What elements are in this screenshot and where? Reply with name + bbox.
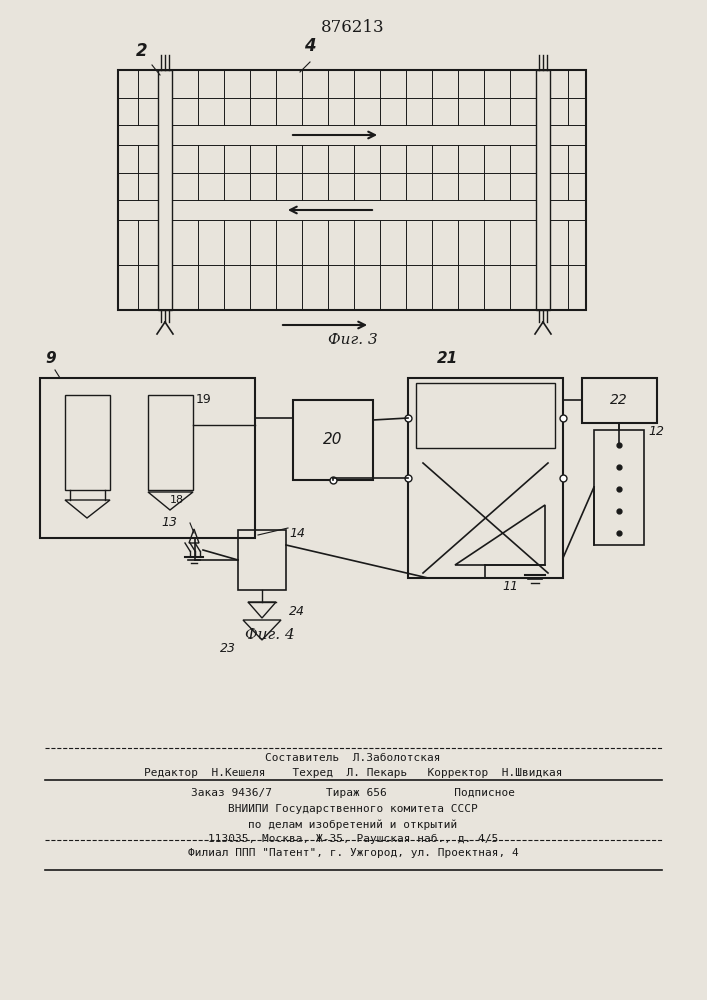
Text: 18: 18 bbox=[170, 495, 184, 505]
Text: 12: 12 bbox=[648, 425, 664, 438]
Text: 13: 13 bbox=[161, 516, 177, 530]
Text: 20: 20 bbox=[323, 432, 343, 448]
Text: 21: 21 bbox=[438, 351, 459, 366]
Text: 23: 23 bbox=[220, 642, 236, 655]
Bar bbox=[293, 400, 373, 480]
Text: Фиг. 4: Фиг. 4 bbox=[245, 628, 295, 642]
Bar bbox=[118, 70, 586, 310]
Bar bbox=[148, 395, 193, 490]
Text: 2: 2 bbox=[136, 42, 148, 60]
Bar bbox=[416, 383, 555, 448]
Text: Заказ 9436/7        Тираж 656          Подписное: Заказ 9436/7 Тираж 656 Подписное bbox=[191, 788, 515, 798]
Text: по делам изобретений и открытий: по делам изобретений и открытий bbox=[248, 819, 457, 830]
Bar bbox=[536, 70, 550, 310]
Text: Составитель  Л.Заболотская: Составитель Л.Заболотская bbox=[265, 753, 440, 763]
Text: 11: 11 bbox=[502, 580, 518, 593]
Bar bbox=[40, 378, 255, 538]
Bar bbox=[65, 395, 110, 490]
Text: 19: 19 bbox=[196, 393, 212, 406]
Bar bbox=[238, 530, 286, 590]
Bar bbox=[582, 378, 657, 423]
Text: ВНИИПИ Государственного комитета СССР: ВНИИПИ Государственного комитета СССР bbox=[228, 804, 478, 814]
Text: 4: 4 bbox=[304, 37, 316, 55]
Text: Редактор  Н.Кешеля    Техред  Л. Пекарь   Корректор  Н.Швидкая: Редактор Н.Кешеля Техред Л. Пекарь Корре… bbox=[144, 768, 562, 778]
Bar bbox=[408, 378, 563, 578]
Text: Фиг. 3: Фиг. 3 bbox=[328, 333, 378, 347]
Bar bbox=[158, 70, 172, 310]
Text: 9: 9 bbox=[45, 351, 56, 366]
Bar bbox=[594, 430, 644, 545]
Text: 24: 24 bbox=[289, 605, 305, 618]
Text: Филиал ППП "Патент", г. Ужгород, ул. Проектная, 4: Филиал ППП "Патент", г. Ужгород, ул. Про… bbox=[187, 848, 518, 858]
Text: 14: 14 bbox=[289, 527, 305, 540]
Text: 22: 22 bbox=[610, 393, 628, 407]
Text: 876213: 876213 bbox=[321, 19, 385, 36]
Text: 113035, Москва, Ж-35, Раушская наб., д. 4/5: 113035, Москва, Ж-35, Раушская наб., д. … bbox=[208, 834, 498, 844]
